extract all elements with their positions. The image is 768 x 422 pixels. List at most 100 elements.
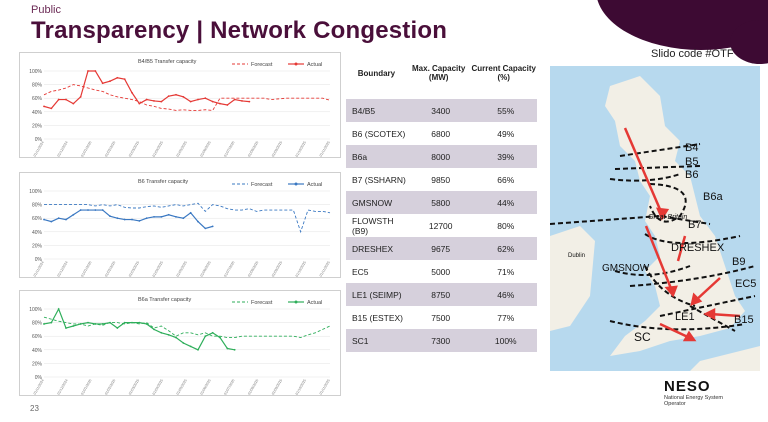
x-tick-label: 01/03/2025 xyxy=(128,260,140,277)
actual-point xyxy=(101,323,104,325)
actual-point xyxy=(109,215,111,218)
cell-max-capacity: 12700 xyxy=(406,214,471,237)
y-tick-label: 20% xyxy=(32,123,43,129)
x-tick-label: 01/04/2025 xyxy=(152,378,164,395)
cell-current-capacity: 66% xyxy=(470,168,537,191)
cell-boundary: GMSNOW xyxy=(346,191,407,214)
land-ireland xyxy=(550,226,595,331)
x-tick-label: 01/02/2025 xyxy=(104,140,116,157)
table-row: B4/B5 3400 55% xyxy=(346,99,537,122)
series-actual xyxy=(43,70,250,110)
table-row: FLOWSTH (B9) 12700 80% xyxy=(346,214,537,237)
legend-forecast: Forecast xyxy=(251,62,273,68)
y-tick-label: 80% xyxy=(32,321,43,327)
map-label-ec5: EC5 xyxy=(735,278,757,290)
x-tick-label: 01/07/2025 xyxy=(223,378,235,395)
x-tick-label: 01/06/2025 xyxy=(199,378,211,395)
table-row: B7 (SSHARN) 9850 66% xyxy=(346,168,537,191)
actual-point xyxy=(182,95,185,98)
chart-title: B6 Transfer capacity xyxy=(138,179,188,185)
cell-boundary: B6 (SCOTEX) xyxy=(346,122,407,145)
actual-point xyxy=(211,225,214,228)
actual-point xyxy=(72,213,75,216)
actual-point xyxy=(175,93,177,96)
legend-actual-marker xyxy=(294,62,298,66)
actual-point xyxy=(189,345,192,348)
cell-max-capacity: 7300 xyxy=(406,329,471,352)
x-tick-label: 01/06/2025 xyxy=(199,260,211,277)
cell-max-capacity: 5000 xyxy=(406,260,471,283)
cell-boundary: LE1 (SEIMP) xyxy=(346,283,407,306)
cell-current-capacity: 55% xyxy=(470,99,537,122)
table-row: B6 (SCOTEX) 6800 49% xyxy=(346,122,537,145)
map-label-b15: B15 xyxy=(734,314,754,326)
series-actual xyxy=(43,209,213,230)
legend-forecast: Forecast xyxy=(251,182,273,188)
legend-actual-marker xyxy=(294,182,298,186)
series-actual xyxy=(43,307,235,351)
y-tick-label: 60% xyxy=(32,96,43,102)
actual-point xyxy=(160,331,163,334)
series-forecast xyxy=(44,202,331,234)
actual-point xyxy=(131,218,133,221)
legend-actual: Actual xyxy=(307,300,322,306)
cell-max-capacity: 7500 xyxy=(406,306,471,329)
x-tick-label: 01/09/2025 xyxy=(271,260,283,277)
actual-point xyxy=(138,102,141,105)
actual-point xyxy=(189,100,192,103)
actual-point xyxy=(153,328,155,331)
actual-point xyxy=(123,78,126,81)
x-tick-label: 01/05/2025 xyxy=(176,140,188,157)
actual-point xyxy=(50,220,53,223)
y-tick-label: 40% xyxy=(32,110,43,116)
cell-current-capacity: 80% xyxy=(470,214,537,237)
y-tick-label: 80% xyxy=(32,203,43,209)
actual-point xyxy=(94,70,97,72)
x-tick-label: 01/12/2024 xyxy=(56,378,68,395)
table-header-row: Boundary Max. Capacity (MW) Current Capa… xyxy=(346,47,537,99)
cell-max-capacity: 8750 xyxy=(406,283,471,306)
actual-point xyxy=(219,336,221,339)
x-tick-label: 01/07/2025 xyxy=(223,140,235,157)
page-title: Transparency | Network Congestion xyxy=(31,17,448,44)
table-row: B15 (ESTEX) 7500 77% xyxy=(346,306,537,329)
x-tick-label: 01/08/2025 xyxy=(247,140,259,157)
y-tick-label: 0% xyxy=(35,375,43,381)
logo-subtitle: National Energy System Operator xyxy=(664,395,723,407)
actual-point xyxy=(226,347,229,350)
y-tick-label: 100% xyxy=(29,189,42,195)
map-place-dublin: Dublin xyxy=(568,253,586,259)
classification-tag: Public xyxy=(31,4,61,16)
header-boundary: Boundary xyxy=(346,47,407,99)
chart-b4b5: B4/B5 Transfer capacity Forecast Actual 0% 2… xyxy=(19,52,341,158)
chart-b6: B6 Transfer capacity Forecast Actual 0% 20% 4… xyxy=(19,172,341,278)
cell-boundary: SC1 xyxy=(346,329,407,352)
actual-point xyxy=(57,98,60,101)
actual-point xyxy=(175,336,177,339)
x-tick-label: 01/01/2025 xyxy=(80,260,92,277)
boundary-map: B4 B5 B6 B6a B7 DRESHEX GMSNOW B9 EC5 LE… xyxy=(550,66,760,371)
actual-point xyxy=(123,218,126,221)
table-row: B6a 8000 39% xyxy=(346,145,537,168)
actual-point xyxy=(109,321,111,324)
x-tick-label: 01/08/2025 xyxy=(247,378,259,395)
x-tick-label: 01/05/2025 xyxy=(176,260,188,277)
cell-max-capacity: 6800 xyxy=(406,122,471,145)
boundary-table: Boundary Max. Capacity (MW) Current Capa… xyxy=(346,47,537,352)
x-tick-label: 01/03/2025 xyxy=(128,140,140,157)
cell-current-capacity: 39% xyxy=(470,145,537,168)
x-tick-label: 01/02/2025 xyxy=(104,378,116,395)
cell-max-capacity: 3400 xyxy=(406,99,471,122)
x-tick-label: 01/10/2025 xyxy=(295,378,307,395)
y-tick-label: 60% xyxy=(32,216,43,222)
cell-boundary: EC5 xyxy=(346,260,407,283)
actual-point xyxy=(145,323,148,325)
legend-actual: Actual xyxy=(307,62,322,68)
actual-point xyxy=(167,213,170,216)
actual-point xyxy=(79,323,82,325)
map-canvas xyxy=(550,76,760,371)
actual-point xyxy=(101,82,104,85)
actual-point xyxy=(211,100,214,103)
actual-point xyxy=(65,98,67,101)
header-max-capacity: Max. Capacity (MW) xyxy=(406,47,471,99)
